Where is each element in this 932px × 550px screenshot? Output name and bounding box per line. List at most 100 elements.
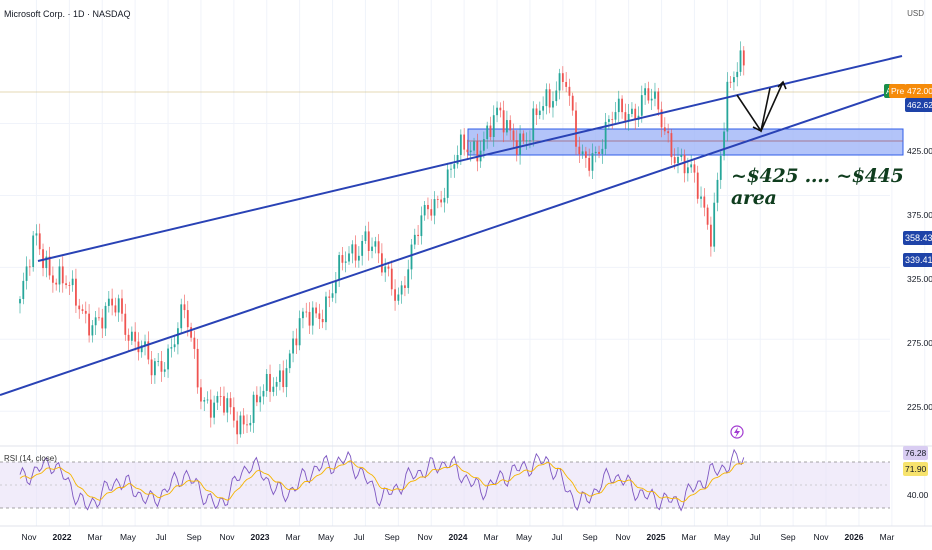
candle-body — [275, 381, 278, 387]
candle-body — [295, 338, 298, 346]
candle-body — [548, 89, 551, 108]
candle-body — [308, 311, 311, 326]
candle-body — [68, 285, 71, 286]
candle-body — [502, 110, 505, 133]
time-tick: Nov — [219, 532, 235, 542]
candle-body — [216, 396, 219, 403]
candle-body — [377, 241, 380, 254]
candle-body — [594, 151, 597, 154]
candle-body — [167, 348, 169, 370]
candle-body — [453, 164, 456, 169]
candle-body — [367, 231, 370, 251]
candle-body — [469, 150, 472, 153]
candle-body — [624, 112, 627, 122]
candle-body — [259, 396, 262, 403]
candle-body — [117, 298, 120, 313]
candle-body — [153, 361, 156, 376]
candle-body — [288, 353, 291, 369]
candle-body — [532, 108, 535, 141]
candle-body — [84, 310, 87, 314]
candle-body — [19, 299, 21, 304]
candle-body — [200, 387, 202, 402]
candle-body — [558, 73, 561, 91]
level-badge-358[interactable]: 358.43 — [903, 231, 932, 245]
premarket-price-badge[interactable]: 472.00 — [905, 84, 932, 98]
candle-body — [482, 139, 485, 151]
rsi-tick: 40.00 — [907, 490, 929, 500]
candle-body — [150, 359, 153, 376]
candle-body — [269, 373, 271, 392]
candle-body — [265, 373, 268, 391]
candle-body — [65, 283, 67, 286]
alert-marker-badge[interactable]: A — [884, 84, 894, 98]
candle-body — [104, 305, 107, 329]
candle-body — [101, 317, 104, 329]
candle-body — [127, 334, 130, 341]
time-tick: Nov — [417, 532, 433, 542]
time-tick: 2023 — [250, 532, 270, 542]
candle-body — [621, 98, 623, 113]
candle-body — [209, 399, 212, 418]
time-tick: May — [119, 532, 137, 542]
candle-body — [575, 110, 577, 147]
current-price-badge[interactable]: 462.62 — [905, 98, 932, 112]
target-annotation[interactable]: ~$425 .... ~$445 area — [731, 165, 904, 209]
candle-body — [88, 313, 90, 336]
candle-body — [42, 249, 44, 269]
candle-body — [111, 298, 114, 306]
candle-body — [466, 149, 469, 153]
candle-body — [427, 204, 429, 210]
candle-body — [140, 345, 143, 353]
candle-body — [644, 88, 646, 96]
candle-body — [58, 266, 61, 285]
candle-body — [634, 108, 637, 120]
time-tick: Jul — [353, 532, 365, 542]
candle-body — [423, 204, 426, 216]
price-tick: 325.00 — [907, 274, 932, 284]
candlestick-series — [19, 41, 745, 445]
candle-body — [35, 233, 38, 236]
candle-body — [538, 110, 541, 116]
candle-body — [170, 347, 173, 349]
candle-body — [226, 398, 229, 413]
candle-body — [177, 328, 179, 345]
candle-body — [673, 157, 676, 164]
candle-body — [519, 133, 521, 155]
time-tick: Sep — [384, 532, 400, 542]
time-tick: Mar — [879, 532, 895, 542]
candle-body — [716, 179, 719, 203]
candle-body — [631, 108, 633, 114]
candle-body — [357, 255, 360, 261]
time-tick: Nov — [615, 532, 631, 542]
candle-body — [94, 317, 97, 326]
upper-channel-line[interactable] — [37, 55, 903, 262]
time-tick: Mar — [285, 532, 301, 542]
candle-body — [713, 202, 716, 247]
candle-body — [78, 305, 81, 310]
candle-body — [696, 172, 699, 199]
candle-body — [318, 313, 321, 320]
candle-body — [364, 231, 367, 241]
candle-body — [555, 90, 558, 102]
candle-body — [315, 307, 317, 314]
candle-body — [374, 241, 377, 247]
candle-body — [611, 119, 614, 120]
lower-channel-line[interactable] — [0, 89, 899, 396]
premarket-badge[interactable]: Pre — [889, 84, 907, 98]
candle-body — [627, 113, 630, 122]
candle-body — [413, 234, 416, 245]
chart-header[interactable]: Microsoft Corp. · 1D · NASDAQ — [4, 9, 131, 19]
candle-body — [529, 140, 531, 142]
candle-body — [114, 305, 117, 313]
candle-body — [325, 296, 327, 323]
lightning-icon[interactable] — [730, 425, 744, 439]
candle-body — [680, 154, 683, 157]
candle-body — [614, 112, 617, 120]
candle-body — [436, 199, 439, 200]
time-tick: 2022 — [52, 532, 72, 542]
chart-grid — [0, 0, 926, 526]
rsi-indicator-label[interactable]: RSI (14, close) — [4, 454, 57, 463]
candle-body — [262, 390, 265, 397]
level-badge-339[interactable]: 339.41 — [903, 253, 932, 267]
